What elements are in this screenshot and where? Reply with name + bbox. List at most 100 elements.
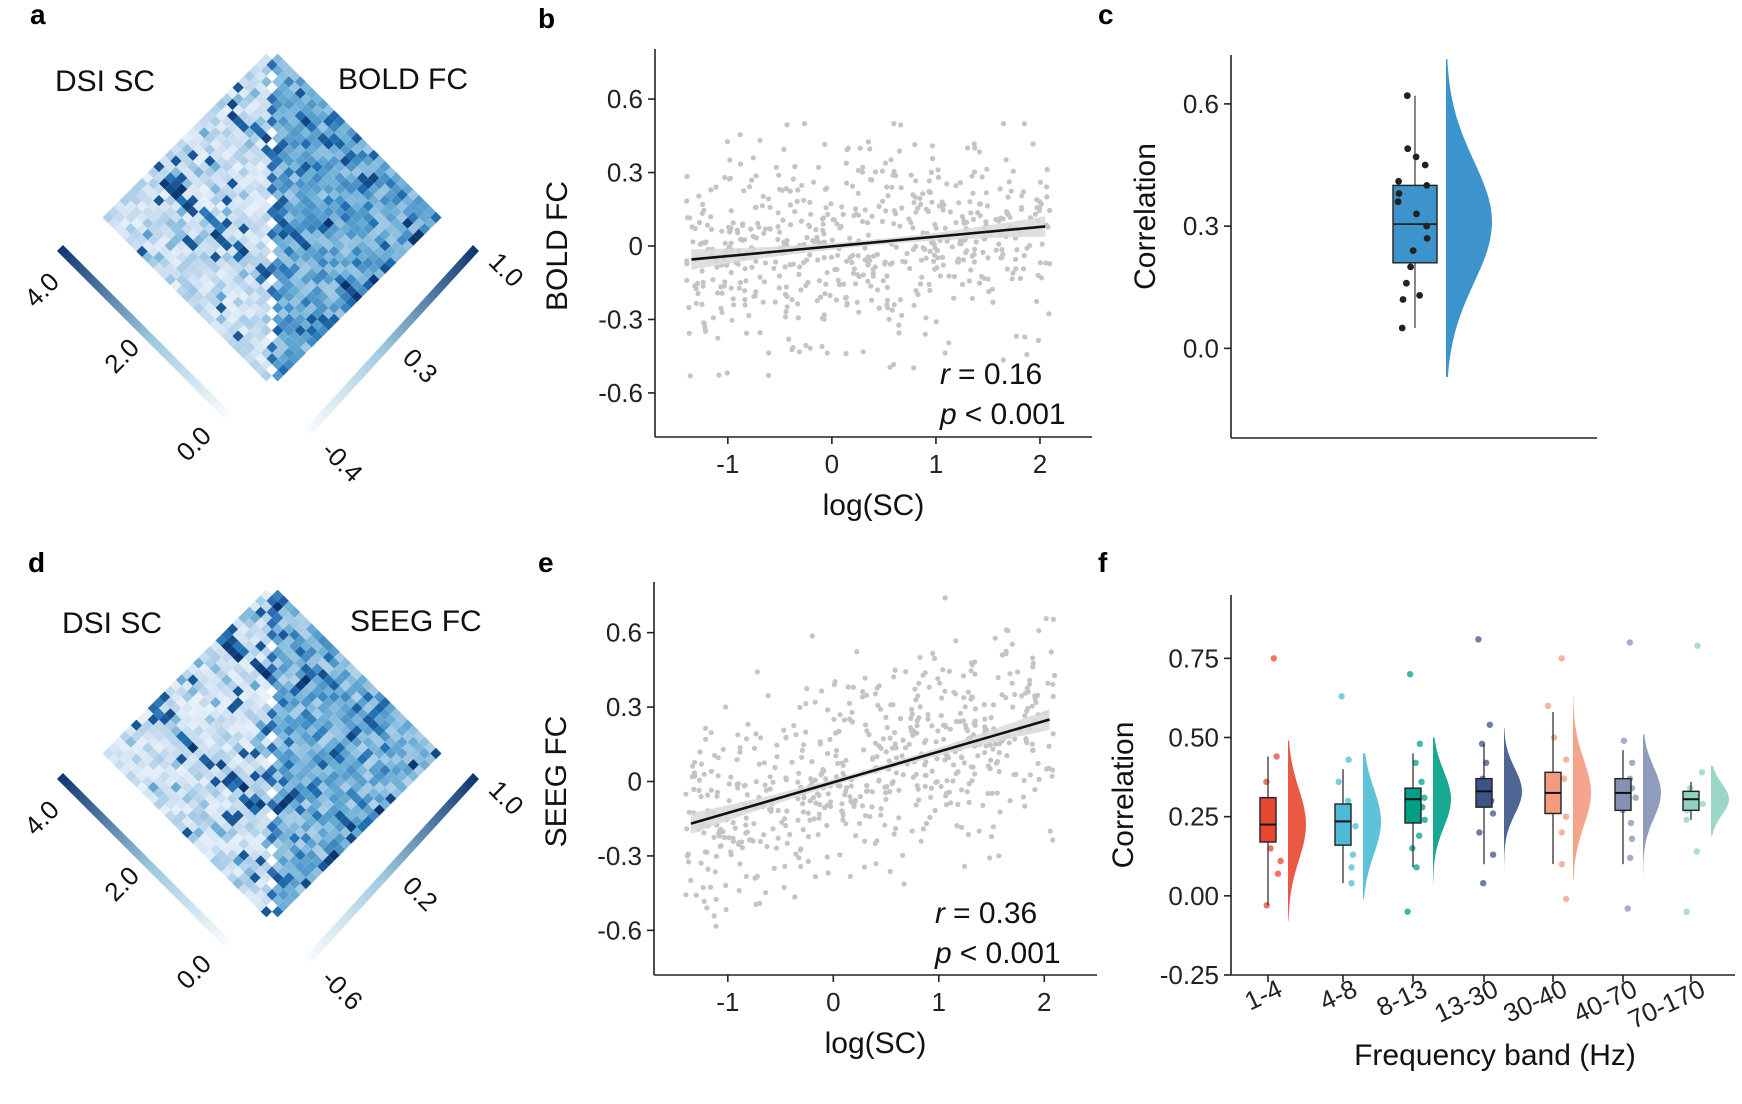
scatter-point	[797, 264, 803, 270]
scatter-point	[1030, 141, 1036, 147]
scatter-point	[934, 779, 941, 785]
matrix-cell	[289, 764, 301, 777]
matrix-cell	[334, 832, 346, 844]
scatter-point	[728, 285, 734, 291]
matrix-cell	[328, 714, 340, 726]
scatter-point	[816, 815, 822, 821]
matrix-cell	[339, 759, 352, 771]
scatter-point	[910, 732, 916, 738]
matrix-cell	[238, 680, 250, 692]
matrix-cell	[289, 866, 301, 878]
matrix-cell	[362, 279, 374, 291]
matrix-cell	[283, 860, 295, 873]
matrix-cell	[243, 798, 256, 810]
matrix-cell	[209, 674, 222, 686]
matrix-cell	[164, 764, 176, 777]
matrix-cell	[215, 815, 227, 827]
matrix-cell	[215, 668, 227, 680]
matrix-cell	[260, 781, 272, 793]
scatter-point	[838, 223, 844, 230]
matrix-cell	[300, 330, 312, 342]
matrix-cell	[317, 691, 329, 703]
matrix-cell	[289, 149, 301, 161]
scatter-point	[696, 787, 702, 794]
matrix-cell	[289, 262, 301, 274]
scatter-point	[783, 309, 789, 315]
scatter-point	[807, 817, 813, 823]
data-point	[1395, 190, 1403, 197]
matrix-cell	[339, 702, 352, 714]
matrix-cell	[294, 245, 306, 258]
scatter-point	[982, 749, 988, 756]
scatter-point	[882, 160, 889, 166]
matrix-cell	[362, 200, 374, 212]
matrix-cell	[243, 855, 256, 867]
matrix-cell	[215, 747, 227, 760]
scatter-point	[855, 167, 861, 173]
matrix-cell	[368, 708, 380, 720]
matrix-cell	[317, 781, 329, 793]
scatter-point	[692, 283, 698, 289]
y-axis-title: SEEG FC	[540, 716, 573, 848]
matrix-cell	[283, 302, 295, 314]
scatter-point	[971, 251, 977, 258]
matrix-cell	[294, 234, 306, 246]
matrix-cell	[232, 104, 244, 116]
matrix-cell	[277, 787, 289, 799]
scatter-point	[790, 176, 796, 182]
matrix-cell	[175, 262, 188, 274]
matrix-cell	[260, 646, 272, 658]
data-point	[1550, 734, 1558, 741]
p-label-b: p	[939, 398, 957, 431]
scatter-point	[935, 676, 941, 682]
matrix-cell	[322, 674, 335, 686]
matrix-cell	[277, 364, 289, 376]
matrix-cell	[317, 849, 329, 861]
matrix-cell	[147, 781, 159, 793]
scatter-point	[857, 793, 863, 800]
matrix-cell	[413, 753, 425, 765]
scatter-point	[846, 700, 853, 706]
scatter-point	[998, 255, 1004, 261]
scatter-point	[817, 294, 824, 300]
matrix-cell	[232, 787, 244, 799]
matrix-cell	[255, 674, 267, 686]
scatter-point	[1021, 252, 1027, 259]
matrix-cell	[159, 702, 171, 714]
matrix-cell	[232, 697, 244, 709]
matrix-cell	[113, 211, 126, 224]
matrix-cell	[215, 291, 227, 303]
matrix-cell	[300, 104, 312, 116]
matrix-cell	[221, 708, 233, 720]
scatter-point	[876, 777, 882, 783]
scatter-point	[823, 205, 829, 211]
scatter-point	[774, 754, 780, 760]
matrix-cell	[311, 274, 323, 286]
matrix-cell	[277, 296, 289, 308]
matrix-cell	[243, 753, 256, 765]
scatter-point	[868, 283, 874, 289]
matrix-cell	[294, 132, 306, 145]
matrix-cell	[187, 832, 199, 844]
matrix-cell	[396, 725, 408, 737]
matrix-cell	[322, 640, 335, 652]
scatter-point	[827, 799, 834, 805]
matrix-cell	[317, 291, 329, 303]
matrix-cell	[305, 336, 318, 348]
matrix-cell	[396, 736, 408, 748]
matrix-cell	[294, 155, 306, 167]
scatter-point	[951, 295, 957, 301]
scatter-point	[884, 297, 891, 303]
scatter-point	[755, 220, 761, 226]
stats-annotation-e: r = 0.36 p < 0.001	[934, 897, 1061, 970]
band-group-4-8	[1334, 693, 1381, 899]
scatter-point	[933, 319, 939, 325]
scatter-point	[913, 802, 919, 808]
matrix-cell	[300, 285, 312, 297]
matrix-cell	[413, 764, 425, 777]
matrix-cell	[266, 285, 278, 297]
matrix-cell	[368, 810, 380, 822]
scatter-point	[795, 779, 801, 785]
scatter-point	[816, 278, 823, 284]
